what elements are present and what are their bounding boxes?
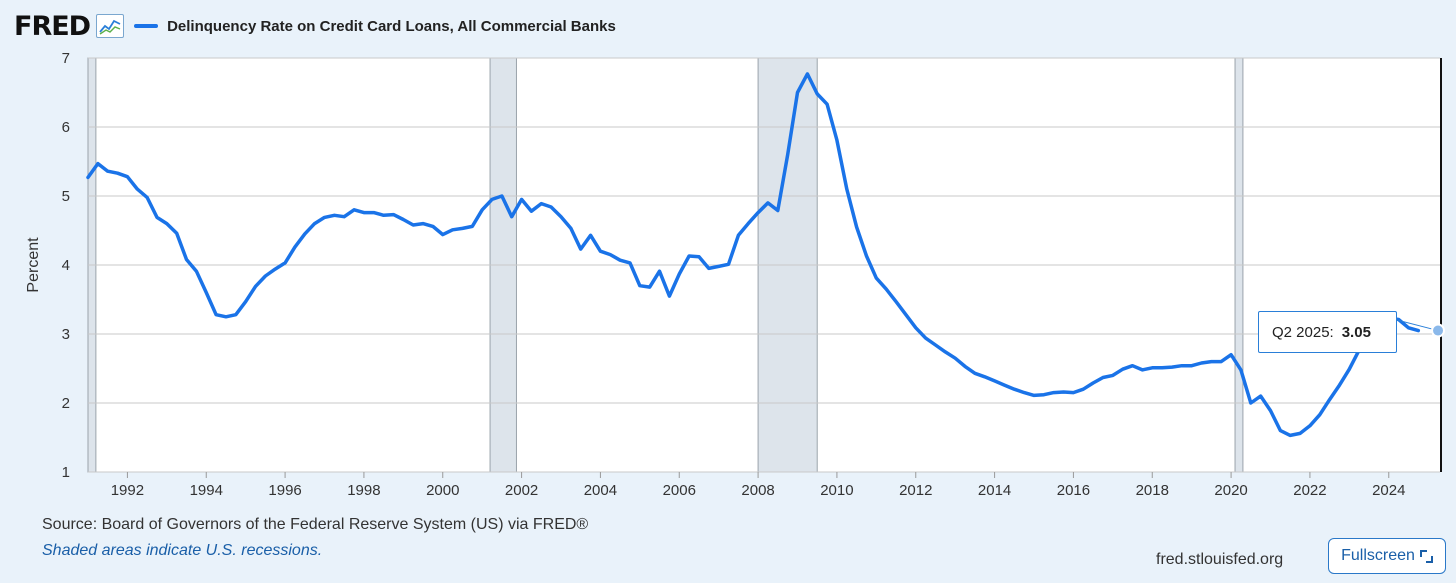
source-text: Source: Board of Governors of the Federa… [42, 516, 589, 533]
x-tick-label: 2006 [663, 482, 696, 499]
x-tick-label: 2004 [584, 482, 617, 499]
x-tick-label: 2022 [1293, 482, 1326, 499]
y-tick-label: 3 [62, 326, 70, 343]
line-chart-icon [96, 14, 125, 38]
x-tick-label: 2002 [505, 482, 538, 499]
y-tick-label: 6 [62, 119, 70, 136]
x-tick-label: 2020 [1214, 482, 1247, 499]
x-tick-label: 2000 [426, 482, 459, 499]
expand-icon [1419, 549, 1433, 563]
fullscreen-label: Fullscreen [1341, 547, 1415, 564]
recession-note: Shaded areas indicate U.S. recessions. [42, 542, 323, 559]
hover-point [1431, 323, 1446, 338]
x-tick-label: 1992 [111, 482, 144, 499]
x-tick-label: 2012 [899, 482, 932, 499]
chart-header: FRED Delinquency Rate on Credit Card Loa… [14, 10, 616, 42]
tooltip-label: Q2 2025: [1272, 323, 1334, 341]
tooltip-connector [1396, 319, 1439, 332]
x-tick-label: 2016 [1057, 482, 1090, 499]
x-tick-label: 2010 [820, 482, 853, 499]
series-line [86, 72, 1421, 438]
fred-logo[interactable]: FRED [14, 10, 91, 42]
x-tick-label: 2024 [1372, 482, 1405, 499]
tooltip: Q2 2025: 3.05 [1258, 311, 1397, 353]
y-tick-label: 5 [62, 188, 70, 205]
y-tick-label: 7 [62, 50, 70, 67]
y-tick-label: 1 [62, 464, 70, 481]
series-title[interactable]: Delinquency Rate on Credit Card Loans, A… [167, 17, 616, 35]
y-tick-label: 4 [62, 257, 70, 274]
x-tick-label: 1994 [190, 482, 223, 499]
x-tick-label: 1998 [347, 482, 380, 499]
legend-swatch [134, 24, 159, 28]
fred-url[interactable]: fred.stlouisfed.org [1156, 551, 1284, 568]
x-tick-label: 1996 [268, 482, 301, 499]
tooltip-value: 3.05 [1341, 323, 1371, 341]
x-tick-label: 2008 [741, 482, 774, 499]
y-tick-label: 2 [62, 395, 70, 412]
x-tick-label: 2014 [978, 482, 1011, 499]
line-chart: 1 2 3 4 5 6 7 1992 1994 1996 1998 2000 2002 2004 2006 2… [25, 50, 1446, 499]
x-tick-label: 2018 [1136, 482, 1169, 499]
y-axis-label: Percent [25, 237, 42, 293]
fullscreen-button[interactable]: Fullscreen [1328, 538, 1446, 574]
